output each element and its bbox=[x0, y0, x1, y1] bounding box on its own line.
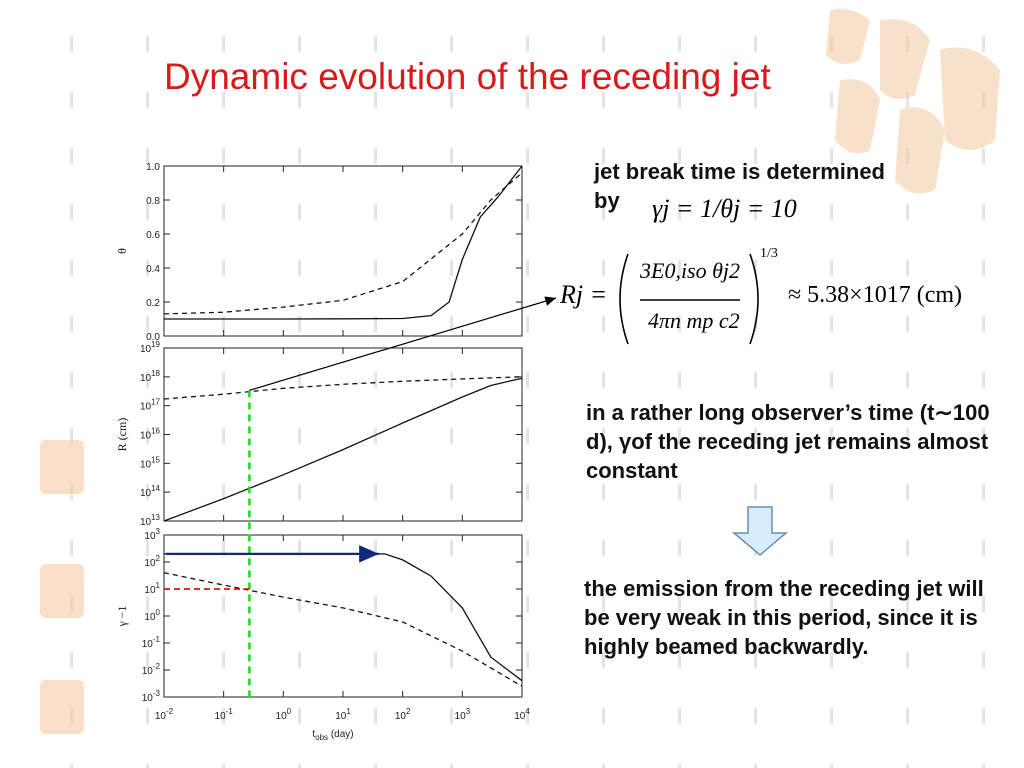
y-axis-label: R (cm) bbox=[115, 418, 129, 452]
x-axis-label: tobs (day) bbox=[312, 729, 353, 742]
jet-break-line-1: jet break time is determined bbox=[594, 157, 964, 186]
panel-1: 0.00.20.40.60.81.0θ bbox=[115, 162, 522, 343]
long-time-text: in a rather long observer’s time (t∼100 … bbox=[586, 398, 1006, 485]
panel-2: 1013 1014 1015 1016 1017 1018 1019 R (cm) bbox=[115, 340, 522, 528]
gamma-equation: γj = 1/θj = 10 bbox=[652, 194, 797, 224]
series-solid-line bbox=[164, 378, 522, 521]
radius-denominator: 4πn mp c2 bbox=[648, 308, 740, 334]
y-tick-label: 103 bbox=[144, 527, 160, 542]
panel-frame bbox=[164, 348, 522, 521]
series-solid-line bbox=[164, 166, 522, 319]
y-axis-label: γ −1 bbox=[115, 605, 129, 627]
x-tick-label: 100 bbox=[276, 707, 292, 722]
radius-lhs: Rj = bbox=[560, 280, 607, 310]
y-tick-label: 10-3 bbox=[142, 689, 161, 704]
y-tick-label: 0.4 bbox=[146, 264, 160, 275]
y-tick-label: 102 bbox=[144, 554, 160, 569]
x-tick-label: 101 bbox=[335, 707, 351, 722]
x-tick-label: 104 bbox=[514, 707, 530, 722]
gamma-equation-text: γj = 1/θj = 10 bbox=[652, 194, 797, 223]
radius-lhs-text: Rj bbox=[560, 280, 583, 309]
y-tick-label: 1018 bbox=[140, 369, 161, 384]
radius-rhs: ≈ 5.38×1017 (cm) bbox=[788, 282, 962, 309]
y-tick-label: 100 bbox=[144, 608, 160, 623]
y-tick-label: 101 bbox=[144, 581, 160, 596]
y-tick-label: 1019 bbox=[140, 340, 161, 355]
y-tick-label: 10-2 bbox=[142, 662, 161, 677]
x-tick-label: 103 bbox=[455, 707, 471, 722]
y-tick-label: 1015 bbox=[140, 455, 161, 470]
series-dashed-line bbox=[164, 377, 522, 399]
y-tick-label: 10-1 bbox=[142, 635, 161, 650]
y-tick-label: 1017 bbox=[140, 398, 161, 413]
panel-frame bbox=[164, 535, 522, 697]
down-arrow-icon bbox=[730, 505, 790, 557]
x-tick-label: 10-2 bbox=[155, 707, 174, 722]
pointer-arrow bbox=[249, 298, 556, 390]
y-tick-label: 0.2 bbox=[146, 298, 160, 309]
series-solid-line bbox=[164, 554, 522, 681]
y-axis-label: θ bbox=[115, 248, 129, 254]
panel-frame bbox=[164, 166, 522, 336]
y-tick-label: 1016 bbox=[140, 427, 161, 442]
y-tick-label: 1.0 bbox=[146, 162, 160, 173]
radius-numerator: 3E0,iso θj2 bbox=[640, 258, 740, 284]
y-tick-label: 0.8 bbox=[146, 196, 160, 207]
y-tick-label: 1013 bbox=[140, 513, 161, 528]
emission-text: the emission from the receding jet will … bbox=[584, 574, 1004, 661]
x-tick-label: 102 bbox=[395, 707, 411, 722]
y-tick-label: 1014 bbox=[140, 484, 161, 499]
x-tick-label: 10-1 bbox=[215, 707, 234, 722]
series-dashed-line bbox=[164, 173, 522, 314]
y-tick-label: 0.6 bbox=[146, 230, 160, 241]
radius-equation: Rj = 3E0,iso θj2 4πn mp c2 1/3 ≈ 5.38×10… bbox=[560, 244, 1020, 354]
radius-exponent: 1/3 bbox=[760, 246, 778, 262]
